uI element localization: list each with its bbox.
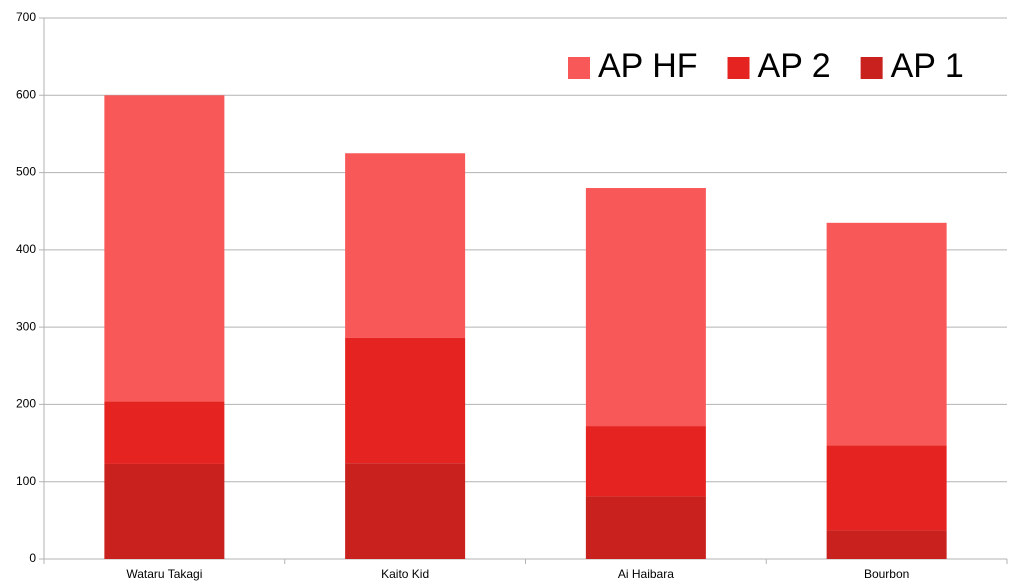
bar-segment <box>104 463 225 559</box>
x-tick-label: Bourbon <box>864 567 909 581</box>
bar-segment <box>345 153 466 338</box>
bar-segment <box>826 222 947 446</box>
legend-swatch <box>568 57 590 79</box>
x-tick-label: Kaito Kid <box>381 567 429 581</box>
legend-label: AP 2 <box>758 47 831 85</box>
y-tick-label: 300 <box>16 319 36 333</box>
bar-segment <box>585 188 706 427</box>
y-tick-label: 100 <box>16 474 36 488</box>
bar-segment <box>826 530 947 559</box>
bar-segment <box>585 496 706 559</box>
y-tick-label: 200 <box>16 397 36 411</box>
x-tick-label: Ai Haibara <box>618 567 674 581</box>
bar-segment <box>826 445 947 531</box>
bar-segment <box>104 95 225 402</box>
bar-segment <box>345 337 466 464</box>
bar-segment <box>345 463 466 559</box>
y-tick-label: 500 <box>16 165 36 179</box>
bar-segment <box>585 426 706 497</box>
y-tick-label: 700 <box>16 10 36 24</box>
legend-swatch <box>860 57 883 79</box>
legend-label: AP HF <box>598 47 698 85</box>
y-tick-label: 0 <box>29 551 36 565</box>
bar-segment <box>104 401 225 464</box>
y-tick-label: 400 <box>16 242 36 256</box>
y-tick-label: 600 <box>16 87 36 101</box>
legend-swatch <box>727 57 750 79</box>
legend-label: AP 1 <box>891 47 964 85</box>
x-tick-label: Wataru Takagi <box>126 567 202 581</box>
